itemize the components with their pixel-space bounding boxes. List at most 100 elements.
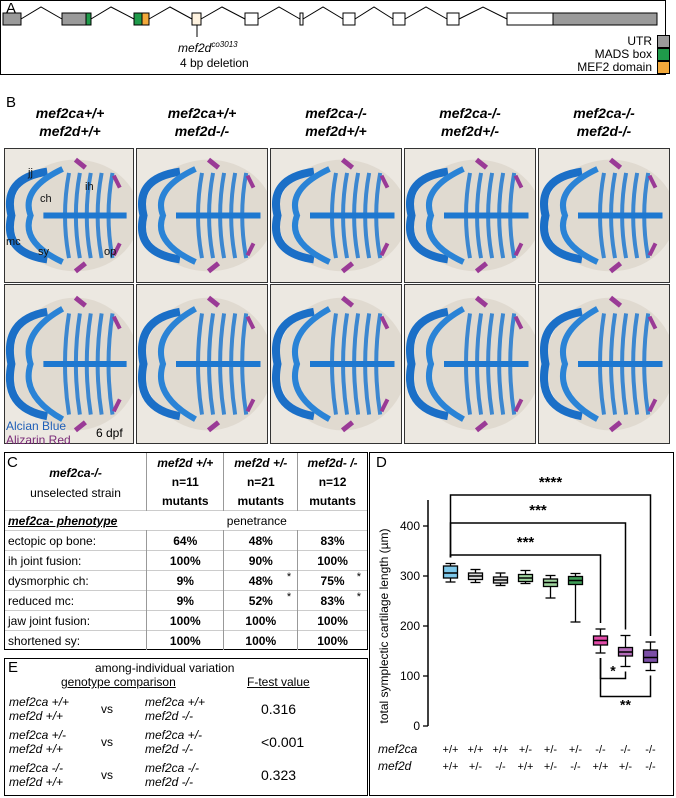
y-tick-label: 0 <box>413 719 420 733</box>
row-label-mef2ca: mef2ca <box>378 742 418 756</box>
genotype-a: mef2ca +/+ mef2d +/+ <box>9 695 70 723</box>
genotype-a: mef2ca -/- mef2d +/+ <box>9 761 64 789</box>
variation-panel: E among-individual variation genotype co… <box>4 658 368 796</box>
mef2d-genotype: -/- <box>645 761 656 773</box>
vs-label: vs <box>101 768 113 782</box>
mef2-domain-segment <box>141 12 150 26</box>
mef2d-genotype: +/+ <box>443 761 459 773</box>
significance-label: ** <box>620 697 631 713</box>
skeleton-image-r2-c5 <box>538 284 670 444</box>
penetrance-value: 83% <box>297 530 367 551</box>
genotype-col-1: mef2ca+/+ mef2d+/+ <box>35 105 105 139</box>
exon-mutated <box>191 12 202 26</box>
skeleton-image-r2-c3 <box>270 284 402 444</box>
exon-mads-1 <box>61 12 87 26</box>
label-mc: mc <box>6 236 21 248</box>
significance-mark: * <box>286 591 292 603</box>
col-header-1: mef2d +/+ <box>146 453 224 472</box>
stage-label: 6 dpf <box>96 426 123 440</box>
genotype-col-5: mef2ca-/- mef2d-/- <box>573 105 635 139</box>
panel-c-letter: C <box>7 454 18 471</box>
skeleton-image-r2-c4 <box>404 284 536 444</box>
skeleton-image-r1-c1 <box>4 148 134 283</box>
legend-mads: MADS box <box>595 47 670 61</box>
skeleton-image-r2-c2 <box>136 284 268 444</box>
label-jj: jj <box>28 167 33 179</box>
col-header-2: mef2d +/- <box>223 453 298 472</box>
mef2ca-genotype: -/- <box>620 744 631 756</box>
panel-e-letter: E <box>8 659 19 676</box>
significance-bracket <box>449 522 627 630</box>
penetrance-value: 75% * <box>297 570 367 591</box>
panel-b-letter: B <box>6 94 17 111</box>
penetrance-value: 48% * <box>223 570 298 591</box>
y-tick-label: 200 <box>400 619 420 633</box>
variation-title: among-individual variation <box>95 661 235 675</box>
mef2ca-genotype: +/+ <box>443 744 459 756</box>
vs-label: vs <box>101 702 113 716</box>
y-tick-label: 400 <box>400 519 420 533</box>
box-1 <box>442 565 459 579</box>
significance-bracket <box>449 554 602 623</box>
mads-swatch <box>657 47 670 61</box>
skeleton-image-r2-c1 <box>4 284 134 444</box>
col-header-3: mef2d- /- <box>297 453 367 472</box>
genotype-col-4: mef2ca-/- mef2d+/- <box>439 105 501 139</box>
exon-last-coding <box>506 12 554 26</box>
skeleton-image-r1-c5 <box>538 148 670 283</box>
significance-mark: * <box>356 591 361 603</box>
ftest-value: 0.316 <box>261 701 297 717</box>
mef2d-genotype: +/- <box>469 761 482 773</box>
skeleton-image-r1-c2 <box>136 148 268 283</box>
ftest-value: 0.323 <box>261 767 297 783</box>
ftest-value: <0.001 <box>261 734 305 750</box>
intron-line <box>20 6 63 20</box>
mef2ca-genotype: +/- <box>544 744 557 756</box>
genotype-b: mef2ca +/+ mef2d -/- <box>145 695 206 723</box>
exon-utr-5 <box>2 12 22 26</box>
phenotype-name: ectopic op bone: <box>8 533 97 548</box>
panel-a-letter: A <box>6 0 17 17</box>
penetrance-value: 100% <box>297 630 367 650</box>
comparison-header: genotype comparison <box>61 675 176 689</box>
significance-mark: * <box>286 571 292 583</box>
mads-box-segment <box>85 12 92 26</box>
penetrance-table: mef2ca-/- unselected strain mef2d +/+ me… <box>4 452 368 650</box>
row-label-mef2d: mef2d <box>378 759 412 773</box>
mef2ca-genotype: +/- <box>569 744 582 756</box>
skeleton-image-r1-c4 <box>404 148 536 283</box>
y-tick-label: 300 <box>400 569 420 583</box>
genotype-col-2: mef2ca+/+ mef2d-/- <box>167 105 237 139</box>
significance-label: **** <box>539 474 563 491</box>
penetrance-value: 100% <box>146 550 224 571</box>
utr-swatch <box>657 34 670 48</box>
label-sy: sy <box>38 246 49 258</box>
phenotype-row: ih joint fusion: 100% 90% 100% <box>5 550 367 571</box>
penetrance-value: 9% <box>146 570 224 591</box>
label-ch: ch <box>40 193 52 205</box>
genotype-b: mef2ca -/- mef2d -/- <box>145 761 200 789</box>
mef2d-genotype: +/- <box>619 761 632 773</box>
mef2d-genotype: +/+ <box>518 761 534 773</box>
box-plot: 0 100 200 300 400 total symplectic cartilage … <box>377 474 659 773</box>
penetrance-label: penetrance <box>226 513 287 528</box>
stain-alcian-label: Alcian Blue <box>6 419 67 433</box>
y-axis-label: total symplectic cartilage length (µm) <box>377 529 391 724</box>
phenotype-row: jaw joint fusion: 100% 100% 100% <box>5 610 367 631</box>
mutation-label: mef2dco3013 <box>178 40 238 55</box>
significance-mark: * <box>356 571 361 583</box>
exon-mads-2 <box>133 12 143 26</box>
genotype-col-3: mef2ca-/- mef2d+/+ <box>305 105 367 139</box>
mef2-swatch <box>657 60 670 74</box>
penetrance-value: 100% <box>146 630 224 650</box>
phenotype-name: dysmorphic ch: <box>8 573 89 588</box>
genotype-b: mef2ca +/- mef2d -/- <box>145 728 203 756</box>
label-op: op <box>104 246 117 258</box>
mef2ca-genotype: -/- <box>645 744 656 756</box>
significance-label: *** <box>529 502 547 519</box>
penetrance-value: 100% <box>297 550 367 571</box>
deletion-label: 4 bp deletion <box>180 56 249 70</box>
mef2d-genotype: +/+ <box>593 761 609 773</box>
penetrance-value: 100% <box>297 610 367 631</box>
gene-structure-panel: mef2dco3013 4 bp deletion UTR MADS box M… <box>0 0 670 75</box>
